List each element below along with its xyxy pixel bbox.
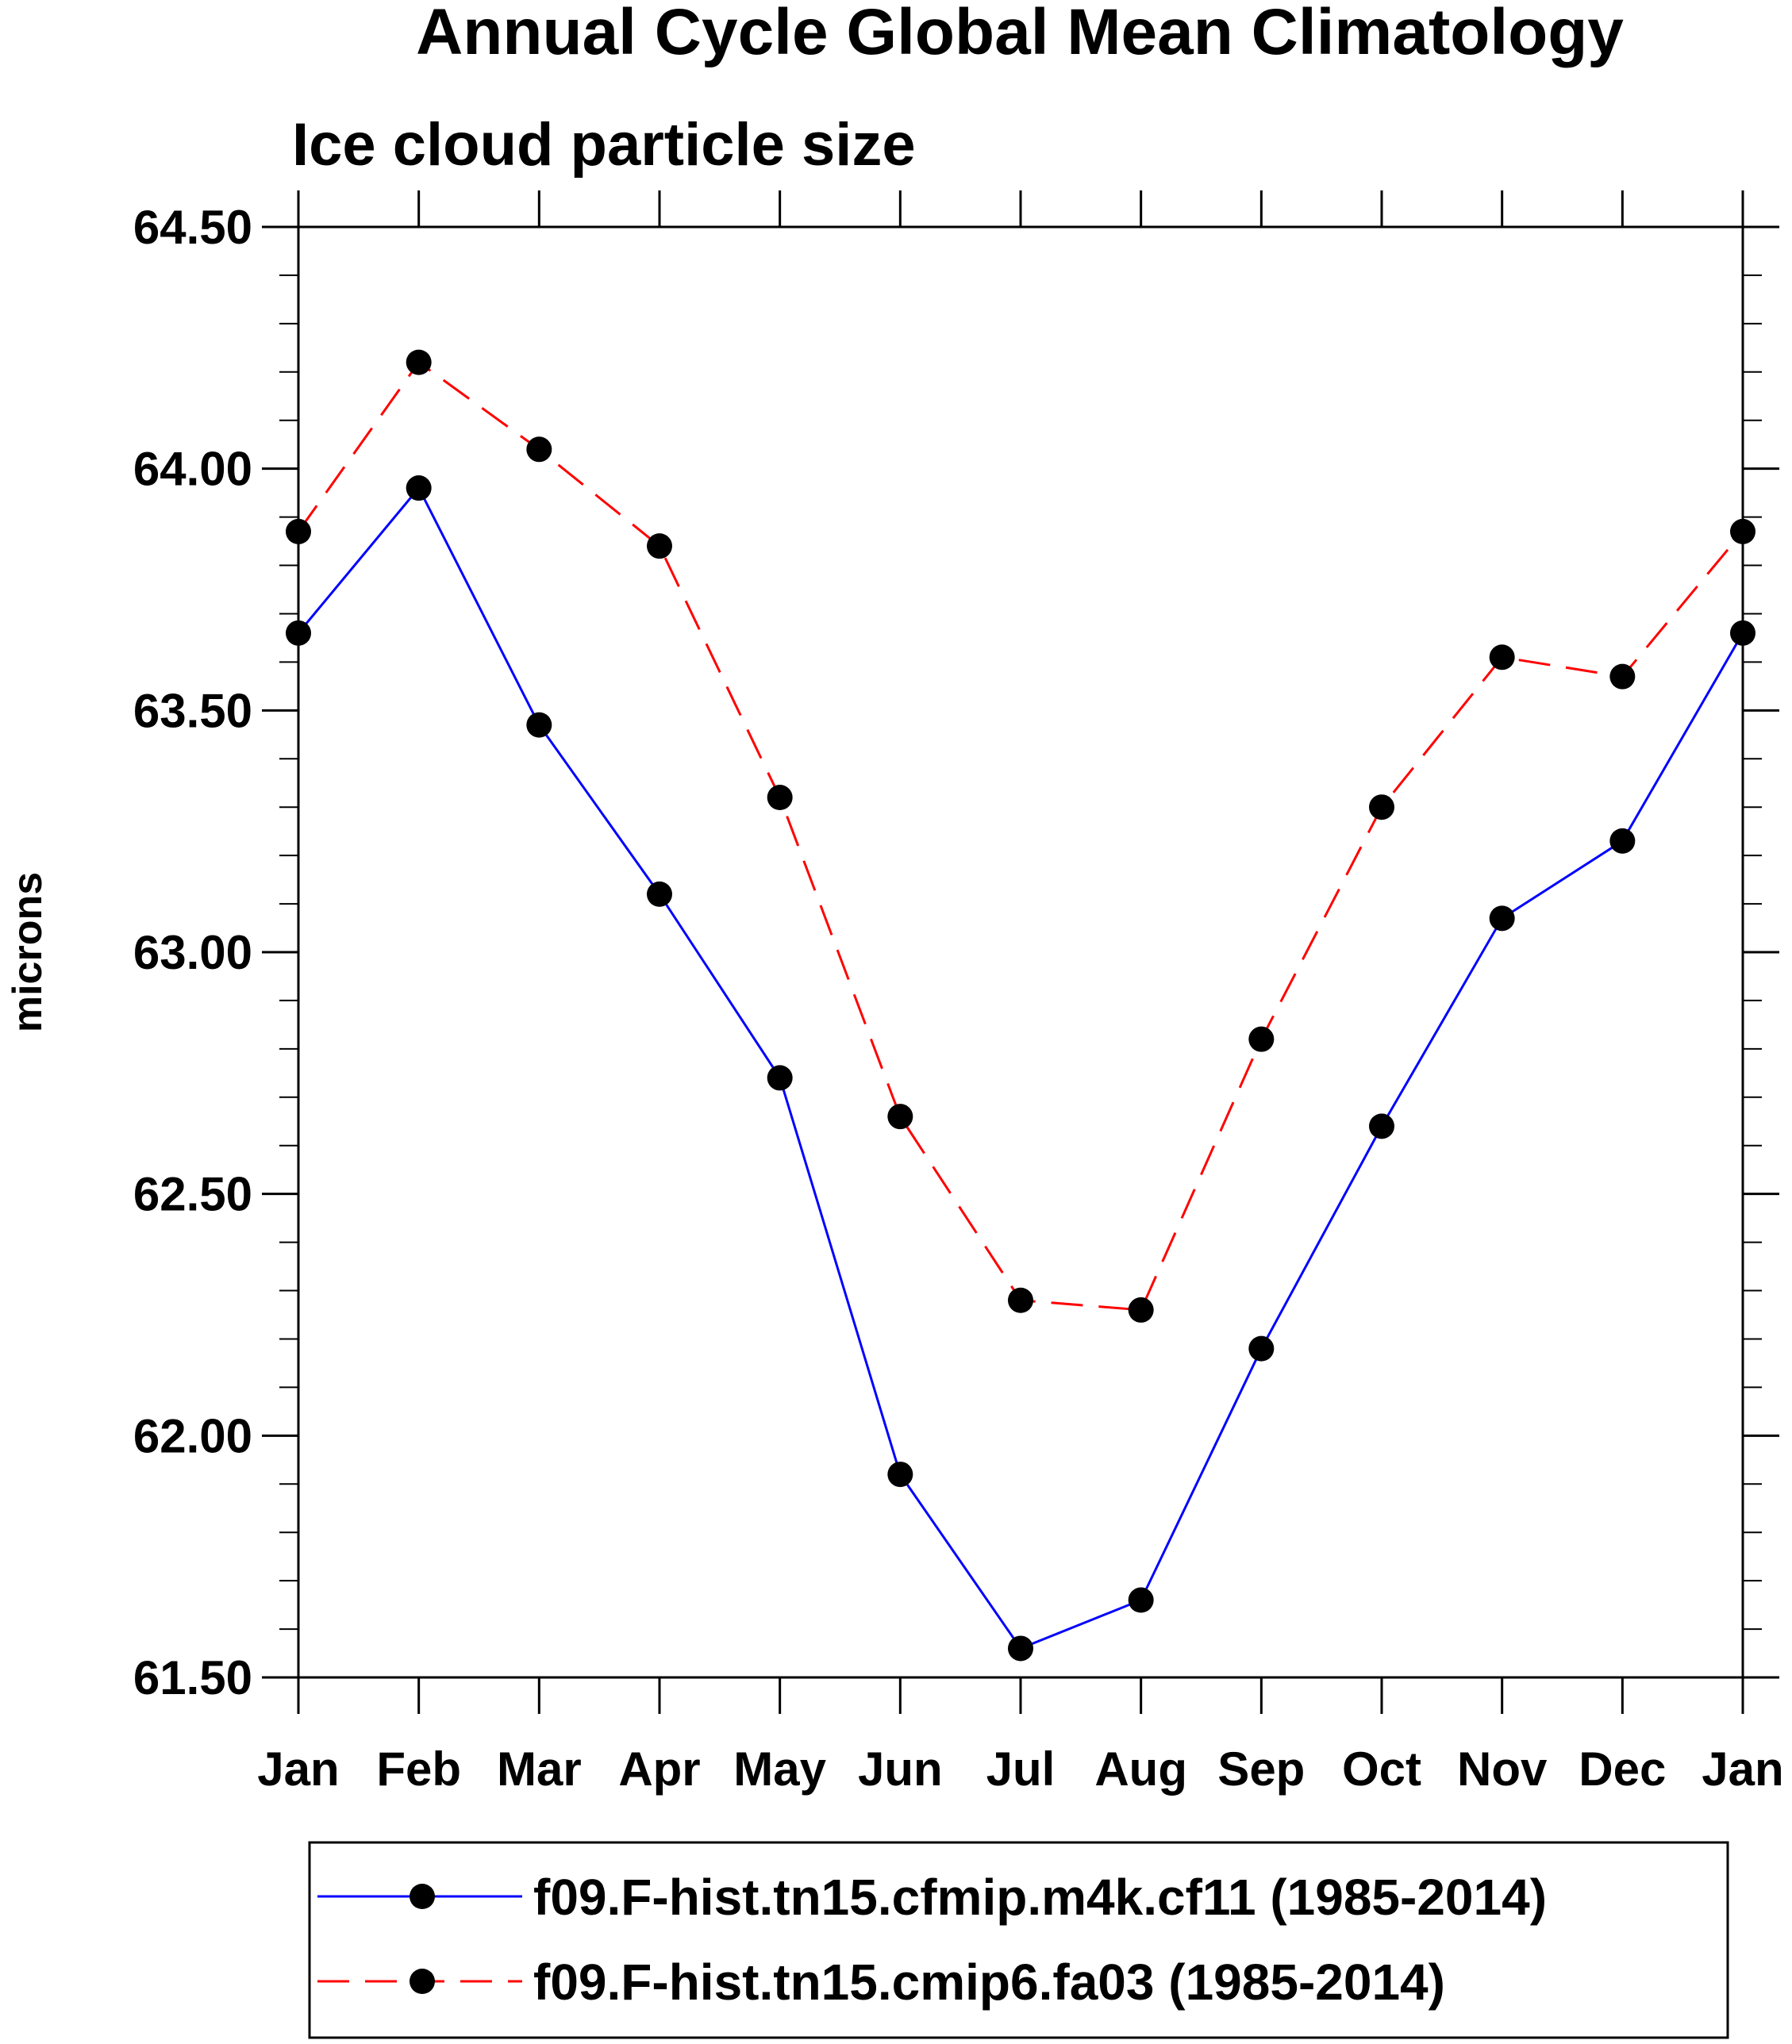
legend-label-series-1: f09.F-hist.tn15.cfmip.m4k.cf11 (1985-201… xyxy=(533,1869,1547,1926)
legend-box xyxy=(308,1841,1729,2039)
series-2-point xyxy=(1609,663,1636,690)
series-2-point xyxy=(1008,1287,1033,1313)
series-1-point xyxy=(1248,1335,1275,1362)
x-tick-label: Oct xyxy=(1342,1742,1421,1796)
series-1-point xyxy=(1369,1113,1394,1139)
y-tick-label: 62.50 xyxy=(133,1168,252,1221)
series-2-point xyxy=(887,1104,913,1130)
series-2-point xyxy=(526,436,552,463)
series-1-point xyxy=(406,475,432,501)
x-tick-label: Mar xyxy=(497,1742,582,1796)
series-1-point xyxy=(1730,620,1755,646)
series-1-point xyxy=(887,1462,913,1488)
series-2-point xyxy=(1128,1297,1154,1323)
series-2-point xyxy=(406,349,432,375)
y-tick-label: 63.00 xyxy=(133,926,252,979)
series-layer xyxy=(286,349,1755,1662)
x-tick-label: Feb xyxy=(376,1742,461,1796)
x-tick-label: Dec xyxy=(1579,1742,1666,1796)
y-axis-label: microns xyxy=(5,872,51,1032)
series-2-point xyxy=(1369,794,1394,820)
legend: f09.F-hist.tn15.cfmip.m4k.cf11 (1985-201… xyxy=(308,1841,1729,2039)
y-tick-label: 63.50 xyxy=(133,684,252,737)
series-1-point xyxy=(1008,1635,1033,1662)
legend-entry-1: f09.F-hist.tn15.cfmip.m4k.cf11 (1985-201… xyxy=(317,1869,1547,1926)
series-1-point xyxy=(647,881,672,907)
x-tick-label: Apr xyxy=(618,1742,700,1796)
legend-label-series-2: f09.F-hist.tn15.cmip6.fa03 (1985-2014) xyxy=(533,1954,1445,2011)
plot-area-frame xyxy=(297,225,1744,1679)
x-tick-label: Sep xyxy=(1217,1742,1305,1796)
x-tick-label: Aug xyxy=(1094,1742,1187,1796)
x-tick-label: Jul xyxy=(986,1742,1056,1796)
series-2-point xyxy=(286,518,311,544)
series-1-point xyxy=(767,1065,793,1091)
chart-subtitle: Ice cloud particle size xyxy=(292,111,916,179)
y-tick-label: 62.00 xyxy=(133,1409,252,1462)
x-tick-label: Jan xyxy=(1702,1742,1783,1796)
legend-entry-2: f09.F-hist.tn15.cmip6.fa03 (1985-2014) xyxy=(317,1954,1445,2011)
y-tick-label: 64.50 xyxy=(133,201,252,254)
series-1-point xyxy=(1609,828,1636,854)
series-1-point xyxy=(1489,905,1515,932)
series-1-point xyxy=(526,712,552,738)
series-1-point xyxy=(1128,1587,1154,1613)
axis-ticks xyxy=(262,190,1779,1714)
x-tick-label: May xyxy=(733,1742,826,1796)
chart-title: Annual Cycle Global Mean Climatology xyxy=(416,0,1624,68)
x-tick-label: Nov xyxy=(1457,1742,1548,1796)
series-2-point xyxy=(647,533,672,559)
y-tick-label: 61.50 xyxy=(133,1651,252,1704)
series-1-point xyxy=(286,620,311,646)
series-line-2 xyxy=(297,360,1744,1312)
y-tick-label: 64.00 xyxy=(133,443,252,496)
series-2-point xyxy=(767,785,793,811)
series-2-point xyxy=(1248,1026,1275,1052)
series-2-point xyxy=(1489,644,1515,670)
x-tick-labels: Jan Feb Mar Apr May Jun Jul Aug Sep Oct Nov Dec Jan xyxy=(257,1742,1783,1796)
legend-marker-series-2 xyxy=(410,1969,435,1994)
legend-marker-series-1 xyxy=(410,1884,435,1909)
y-tick-labels: 61.50 62.00 62.50 63.00 63.50 64.00 64.50 xyxy=(133,201,252,1704)
x-tick-label: Jan xyxy=(257,1742,339,1796)
x-tick-label: Jun xyxy=(858,1742,943,1796)
series-2-point xyxy=(1730,518,1755,544)
